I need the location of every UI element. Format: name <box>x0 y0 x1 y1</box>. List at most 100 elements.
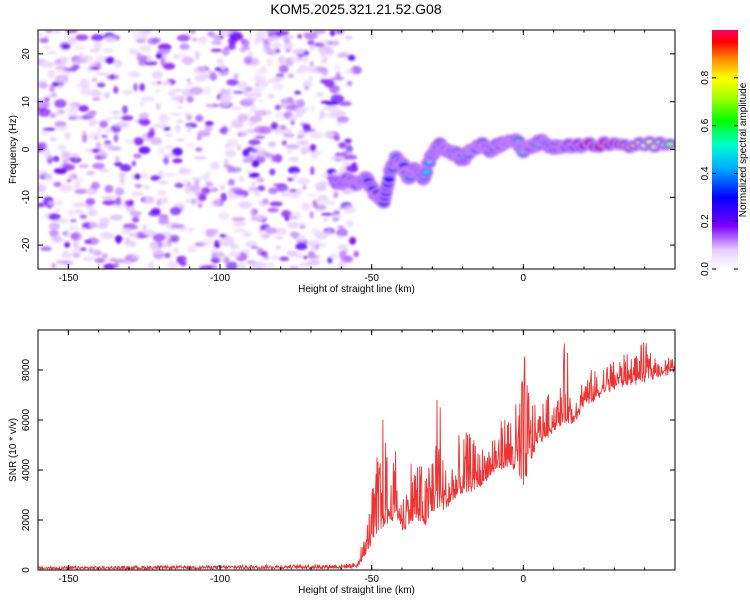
noise-blob <box>172 158 183 164</box>
noise-blob <box>92 162 105 170</box>
y-tick-label: 4000 <box>21 458 32 481</box>
noise-blob <box>309 132 324 139</box>
noise-blob <box>321 212 334 216</box>
noise-blob <box>104 92 111 99</box>
noise-blob <box>73 57 88 64</box>
noise-blob <box>114 235 123 243</box>
noise-blob <box>128 48 139 55</box>
noise-blob <box>315 231 329 240</box>
noise-blob <box>319 110 325 119</box>
noise-blob <box>296 99 305 108</box>
noise-blob <box>108 146 122 151</box>
noise-blob <box>242 157 254 163</box>
noise-blob <box>114 187 125 196</box>
y-tick-label: 10 <box>21 96 32 108</box>
noise-blob <box>164 133 174 137</box>
snr-frame <box>37 329 676 571</box>
colorbar <box>712 30 738 269</box>
noise-blob <box>255 30 267 38</box>
noise-blob <box>128 232 138 237</box>
noise-blob <box>48 213 61 221</box>
noise-blob <box>42 101 51 108</box>
noise-blob <box>142 224 147 232</box>
noise-blob <box>245 240 258 248</box>
noise-blob <box>318 242 327 248</box>
noise-blob <box>274 104 281 111</box>
noise-blob <box>335 230 345 235</box>
noise-blob <box>177 105 183 110</box>
noise-blob <box>209 72 218 81</box>
noise-blob <box>338 250 347 259</box>
noise-blob <box>302 80 313 89</box>
noise-blob <box>155 52 163 59</box>
noise-blob <box>97 127 102 134</box>
noise-blob <box>296 234 306 242</box>
x-tick-label: 0 <box>521 574 527 585</box>
noise-blob <box>307 250 315 259</box>
noise-blob <box>307 40 315 46</box>
noise-blob <box>265 58 274 67</box>
noise-blob <box>207 31 216 37</box>
noise-blob <box>86 67 91 73</box>
noise-blob <box>78 105 89 112</box>
noise-blob <box>133 82 138 92</box>
noise-blob <box>257 151 265 157</box>
noise-blob <box>228 30 234 34</box>
noise-blob <box>242 149 250 157</box>
noise-blob <box>289 231 300 238</box>
noise-blob <box>289 265 299 269</box>
noise-blob <box>200 239 214 246</box>
noise-blob <box>51 263 56 269</box>
noise-blob <box>304 138 309 147</box>
noise-blob <box>340 100 353 107</box>
noise-blob <box>275 227 287 236</box>
y-tick-label: -10 <box>21 190 32 205</box>
noise-blob <box>247 186 255 193</box>
noise-blob <box>312 199 318 208</box>
noise-blob <box>237 145 242 151</box>
noise-blob <box>300 122 307 126</box>
noise-blob <box>158 146 165 155</box>
noise-blob <box>329 84 340 94</box>
noise-blob <box>210 199 222 207</box>
noise-blob <box>294 112 304 118</box>
noise-blob <box>55 74 69 84</box>
noise-blob <box>292 172 298 181</box>
noise-blob <box>104 117 112 121</box>
noise-blob <box>331 111 339 119</box>
noise-blob <box>178 167 187 175</box>
noise-blob <box>257 214 265 221</box>
noise-speckle-group <box>38 30 362 269</box>
noise-blob <box>69 219 77 223</box>
noise-blob <box>89 49 100 53</box>
noise-blob <box>297 177 311 185</box>
noise-blob <box>51 235 62 243</box>
noise-blob <box>258 229 264 236</box>
noise-blob <box>285 150 293 154</box>
noise-blob <box>98 148 105 155</box>
noise-blob <box>184 198 191 203</box>
noise-blob <box>168 90 177 97</box>
noise-blob <box>185 122 198 129</box>
noise-blob <box>57 69 69 73</box>
noise-blob <box>84 112 97 117</box>
noise-blob <box>96 72 109 76</box>
noise-blob <box>337 116 349 123</box>
noise-blob <box>209 103 214 109</box>
noise-blob <box>290 156 300 163</box>
noise-blob <box>171 224 185 229</box>
noise-blob <box>144 61 158 66</box>
noise-blob <box>103 263 115 269</box>
noise-blob <box>323 217 329 222</box>
noise-blob <box>101 253 108 259</box>
noise-blob <box>127 225 139 230</box>
noise-blob <box>320 50 326 57</box>
noise-blob <box>266 50 278 56</box>
noise-blob <box>127 240 135 246</box>
noise-blob <box>287 73 295 78</box>
noise-blob <box>324 130 334 139</box>
noise-blob <box>133 137 144 145</box>
noise-blob <box>163 173 177 177</box>
noise-blob <box>199 265 213 269</box>
noise-blob <box>39 37 49 44</box>
